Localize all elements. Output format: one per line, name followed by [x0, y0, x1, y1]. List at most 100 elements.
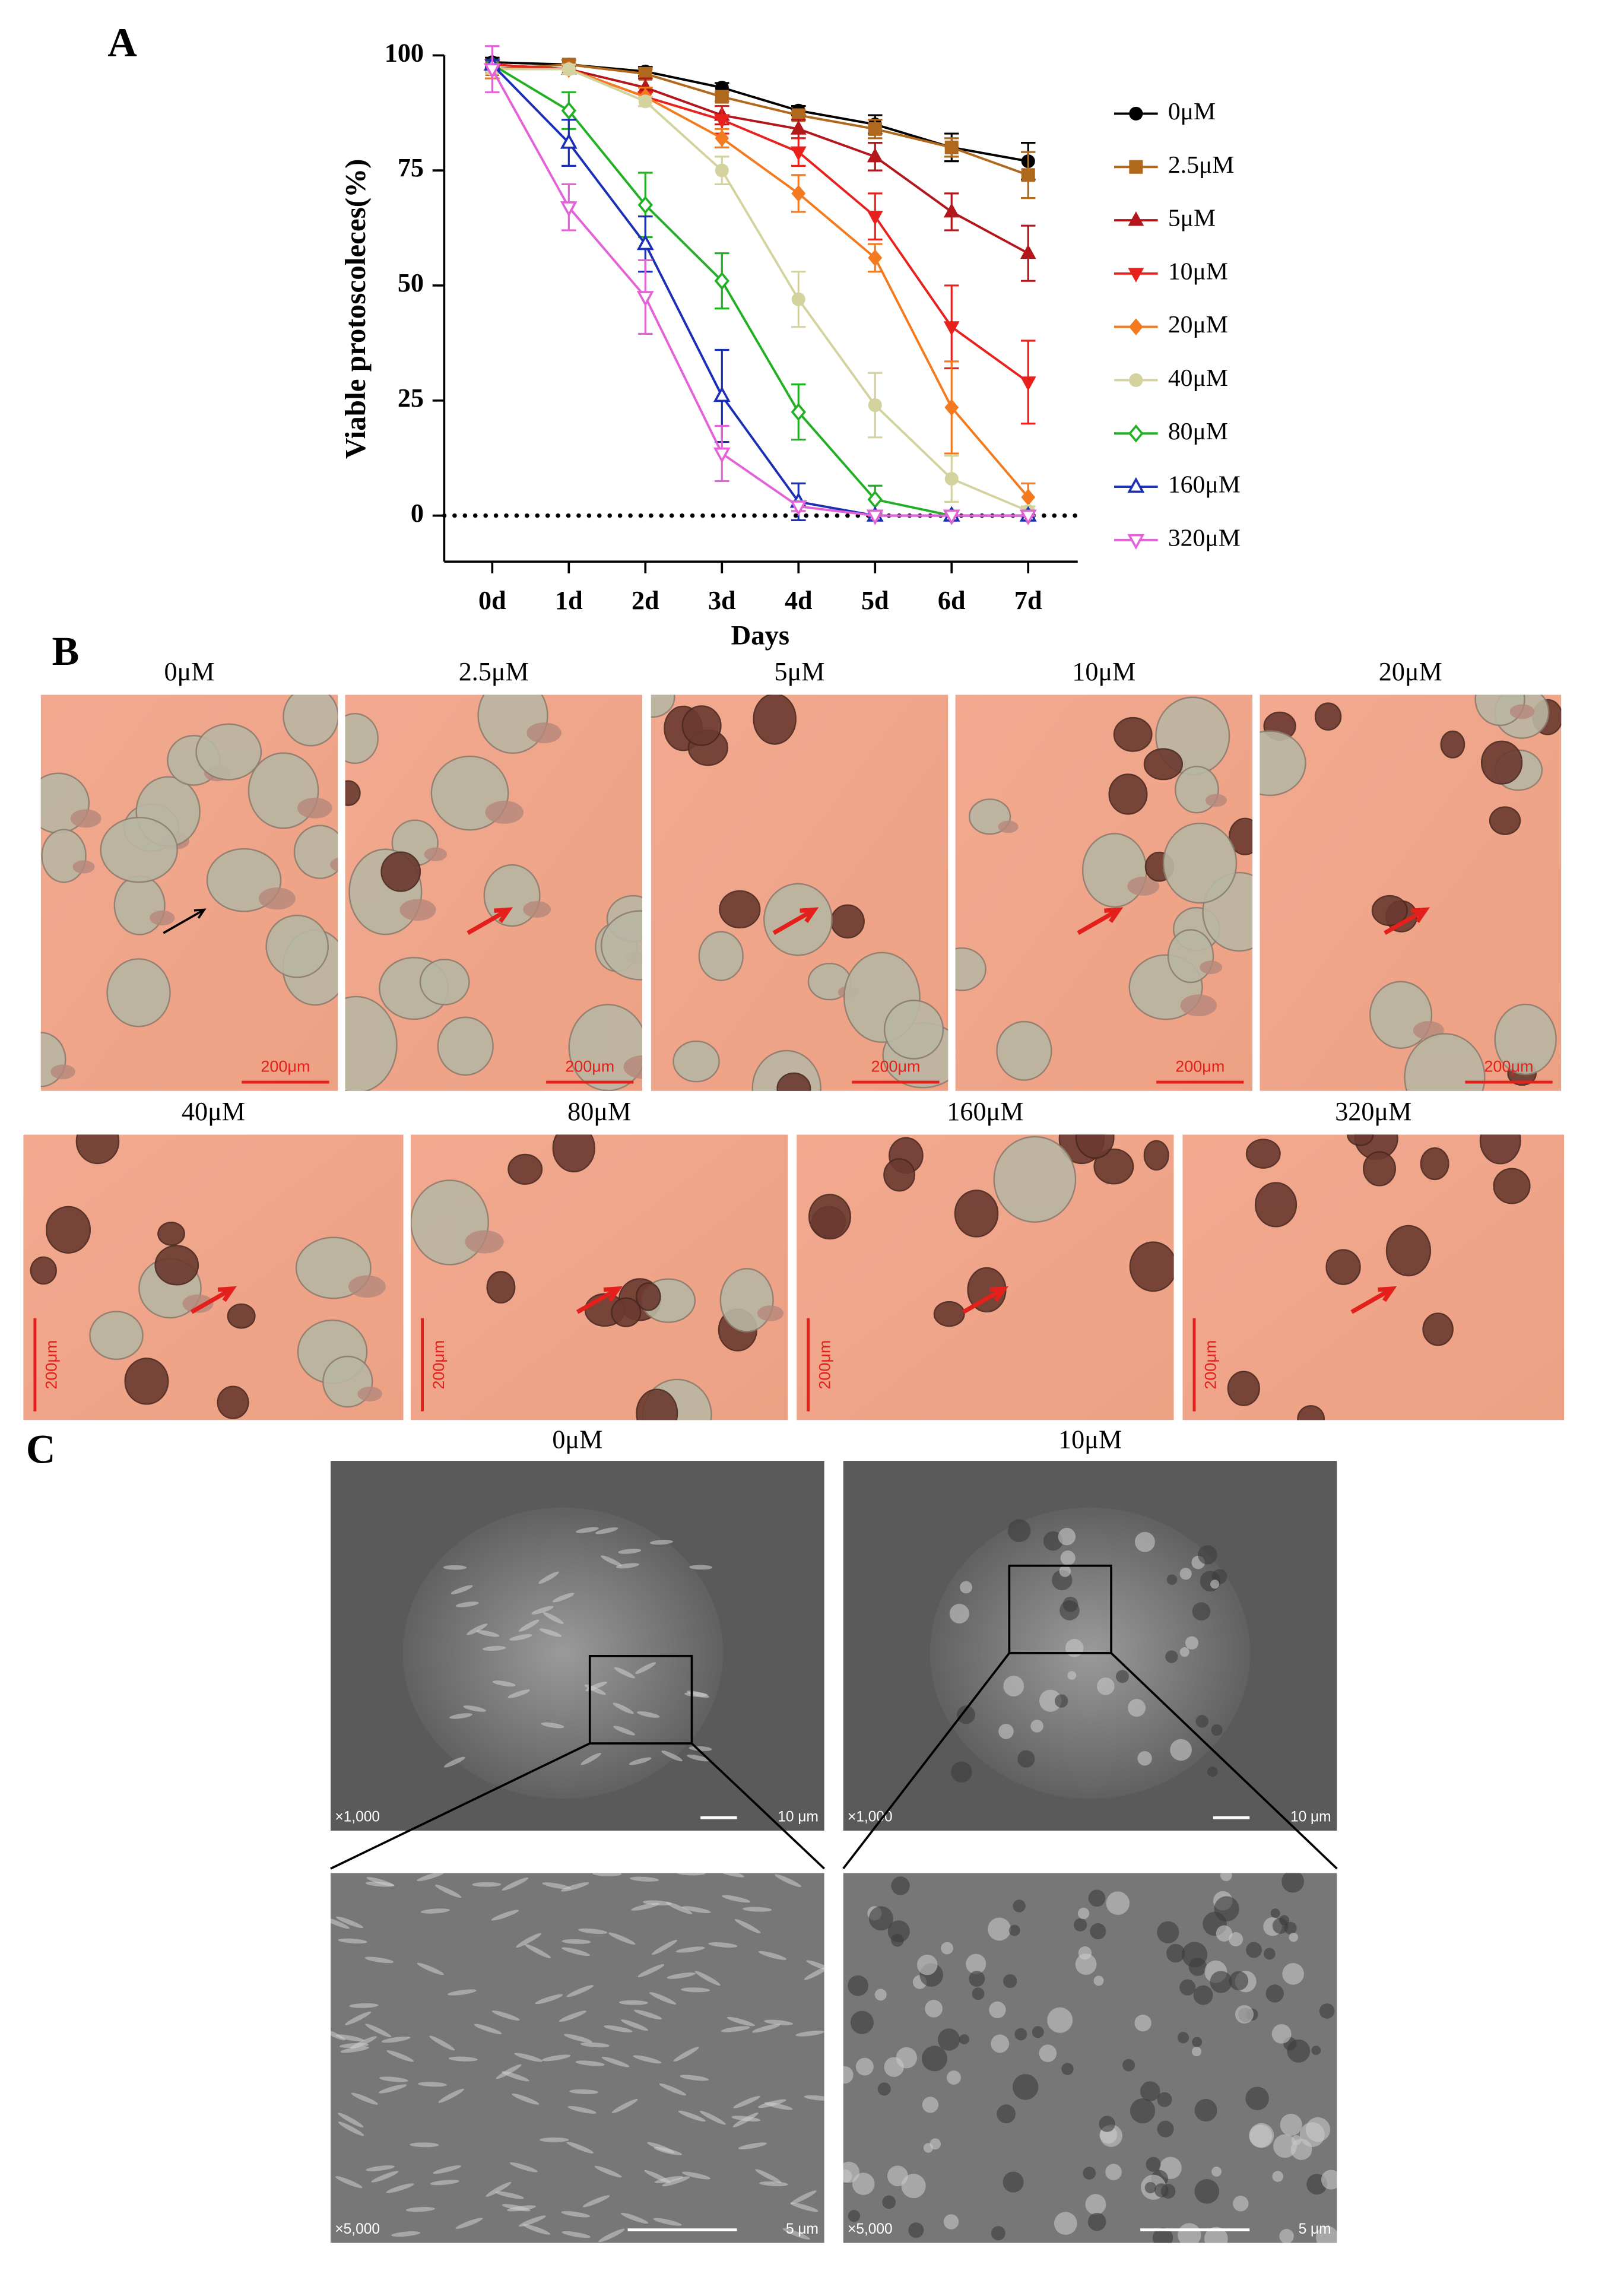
sem-texture	[578, 1928, 608, 1935]
micrograph-background	[410, 1134, 788, 1420]
arrow	[190, 1286, 234, 1314]
sem-texture	[608, 1932, 636, 1945]
protoscolex	[124, 1358, 169, 1405]
sem-texture	[335, 2034, 364, 2042]
sem-texture	[1146, 2157, 1161, 2172]
sem-texture	[1281, 1873, 1305, 1893]
sem-texture	[662, 2176, 690, 2187]
sem-texture	[680, 2075, 709, 2081]
sem-texture	[681, 2171, 710, 2180]
protoscolex-tail	[399, 899, 436, 921]
point	[1021, 168, 1035, 182]
protoscolex	[1422, 1312, 1454, 1346]
sem-texture	[338, 2113, 364, 2128]
point	[636, 291, 654, 307]
sem-texture	[1088, 1889, 1106, 1907]
sem-texture	[850, 2010, 874, 2034]
protoscolex	[1420, 1147, 1449, 1181]
sem-texture	[420, 1908, 450, 1914]
x-tick-label: 6d	[938, 586, 966, 615]
sem-texture	[1105, 2164, 1122, 2180]
arrow-head	[217, 1286, 237, 1302]
legend-marker	[1127, 477, 1145, 493]
protoscolex	[1385, 1225, 1432, 1277]
y-tick-label: 100	[385, 38, 424, 67]
protoscolex	[265, 914, 329, 978]
sem-texture	[877, 2082, 891, 2096]
sem-texture	[448, 1989, 477, 1996]
sem-texture	[386, 2183, 414, 2193]
sem-texture	[611, 2099, 638, 2114]
sem-texture	[1128, 1699, 1146, 1717]
protoscolex-tail	[150, 910, 175, 926]
arrow-head	[193, 908, 207, 919]
sem-texture	[1140, 2081, 1160, 2101]
protoscolex	[672, 1040, 720, 1083]
sem-texture	[764, 2102, 793, 2110]
sem-texture	[1198, 1545, 1217, 1565]
point	[867, 147, 883, 163]
scale-bar-label: 200μm	[871, 1058, 920, 1076]
sem-scale-label: 5 μm	[1299, 2221, 1331, 2237]
protoscolex	[507, 1153, 543, 1185]
point	[944, 140, 959, 154]
sem-texture	[1039, 2044, 1057, 2062]
sem-texture	[472, 1882, 502, 1887]
protoscolex	[157, 1222, 185, 1246]
sem-texture	[492, 1680, 516, 1687]
sem-texture	[921, 2046, 948, 2072]
sem-texture	[336, 1916, 363, 1929]
sem-texture	[580, 1753, 601, 1765]
sem-texture	[476, 1630, 500, 1637]
sem-texture	[531, 1606, 554, 1615]
sem-texture	[1152, 2227, 1173, 2243]
sem-texture	[601, 2056, 630, 2067]
sem-texture	[1321, 2170, 1337, 2190]
point	[636, 234, 654, 250]
sem-texture	[901, 2174, 926, 2199]
sem-magnification: ×5,000	[848, 2221, 893, 2237]
sem-texture	[732, 2113, 759, 2127]
protoscolex	[486, 1271, 516, 1304]
sem-texture	[443, 1756, 465, 1768]
sem-texture	[495, 2191, 524, 2199]
sem-texture	[502, 1877, 529, 1891]
image-label: 160μM	[947, 1097, 1023, 1126]
point	[943, 202, 960, 218]
x-tick-label: 4d	[785, 586, 813, 615]
sem-texture	[1270, 1908, 1280, 1918]
sem-texture	[1210, 1580, 1220, 1589]
sem-texture	[678, 2110, 706, 2122]
x-tick-label: 0d	[478, 586, 506, 615]
sem-texture	[365, 1881, 395, 1887]
sem-texture	[519, 1619, 540, 1632]
protoscolex	[753, 694, 797, 745]
sem-texture	[1054, 2212, 1077, 2235]
protoscolex-tail	[1180, 994, 1217, 1017]
sem-texture	[538, 1571, 559, 1584]
point	[715, 129, 729, 147]
protoscolex	[345, 713, 379, 765]
sem-texture	[417, 1873, 445, 1882]
sem-texture	[947, 2070, 961, 2085]
zoom-line	[330, 1742, 591, 1870]
sem-texture	[509, 1634, 532, 1641]
sem-texture	[365, 2024, 392, 2038]
sem-texture	[1058, 1527, 1076, 1546]
y-tick-label: 75	[398, 153, 424, 182]
sem-background	[330, 1873, 824, 2243]
sem-texture	[1229, 1932, 1243, 1947]
sem-texture	[1299, 2122, 1325, 2148]
sem-texture	[1220, 1873, 1232, 1882]
arrow-head	[1411, 907, 1430, 923]
sem-texture	[371, 2171, 399, 2183]
sem-texture	[566, 2142, 594, 2154]
point	[1019, 509, 1037, 525]
sem-texture	[576, 1527, 599, 1533]
sem-texture	[496, 2064, 522, 2079]
sem-texture	[991, 2226, 1005, 2241]
micrograph: 200μm	[410, 1134, 788, 1420]
point	[638, 94, 652, 109]
micrograph: 200μm	[345, 694, 643, 1091]
